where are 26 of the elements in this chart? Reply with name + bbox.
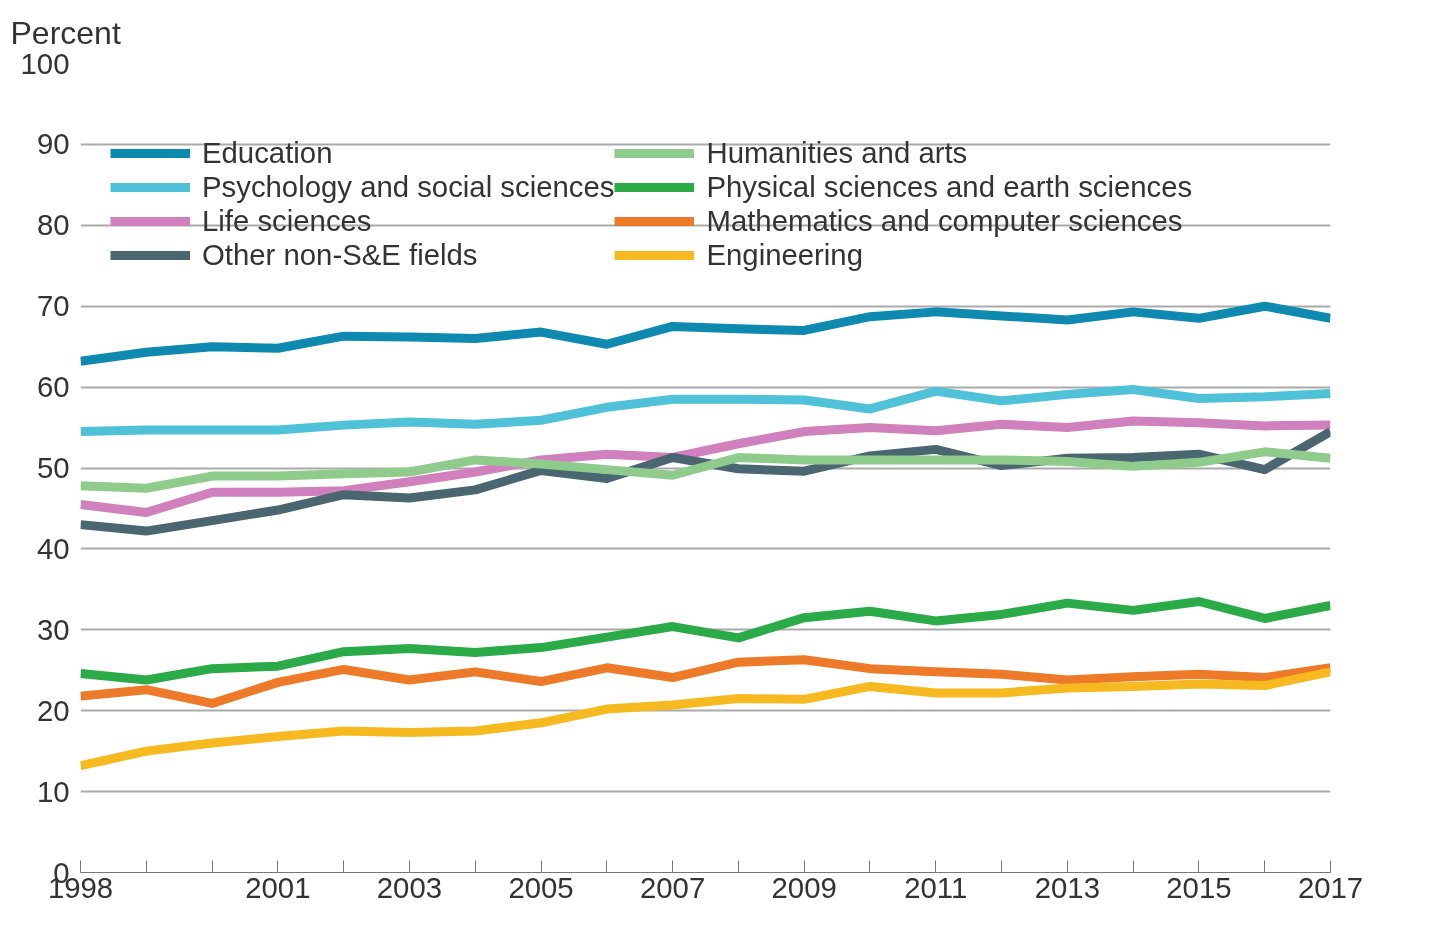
- y-tick-label: 60: [36, 370, 70, 404]
- legend-label: Other non-S&E fields: [202, 238, 478, 272]
- x-tick-label: 2017: [1297, 870, 1364, 904]
- y-tick-label: 10: [36, 774, 70, 808]
- legend-label: Life sciences: [202, 204, 372, 238]
- legend-label: Physical sciences and earth sciences: [706, 170, 1193, 204]
- y-tick-label: 90: [36, 127, 70, 161]
- x-tick-label: 2013: [1034, 870, 1100, 904]
- legend-label: Mathematics and computer sciences: [706, 204, 1183, 238]
- y-tick-label: 30: [36, 612, 70, 646]
- x-tick-label: 2011: [904, 870, 968, 904]
- y-tick-label: 20: [36, 693, 70, 727]
- y-tick-label: 70: [36, 289, 70, 323]
- x-tick-label: 2001: [245, 870, 311, 904]
- x-tick-label: 2015: [1166, 870, 1232, 904]
- x-tick-label: 2003: [376, 870, 443, 904]
- x-tick-label: 2005: [508, 870, 574, 904]
- legend-label: Engineering: [706, 238, 863, 272]
- legend-label: Humanities and arts: [706, 136, 968, 170]
- legend-label: Education: [202, 136, 333, 170]
- legend-label: Psychology and social sciences: [202, 170, 615, 204]
- y-tick-label: 40: [36, 531, 70, 565]
- x-tick-label: 2009: [771, 870, 837, 904]
- y-tick-label: 50: [36, 451, 70, 484]
- x-tick-label: 2007: [639, 870, 706, 904]
- y-tick-label: 80: [36, 208, 70, 242]
